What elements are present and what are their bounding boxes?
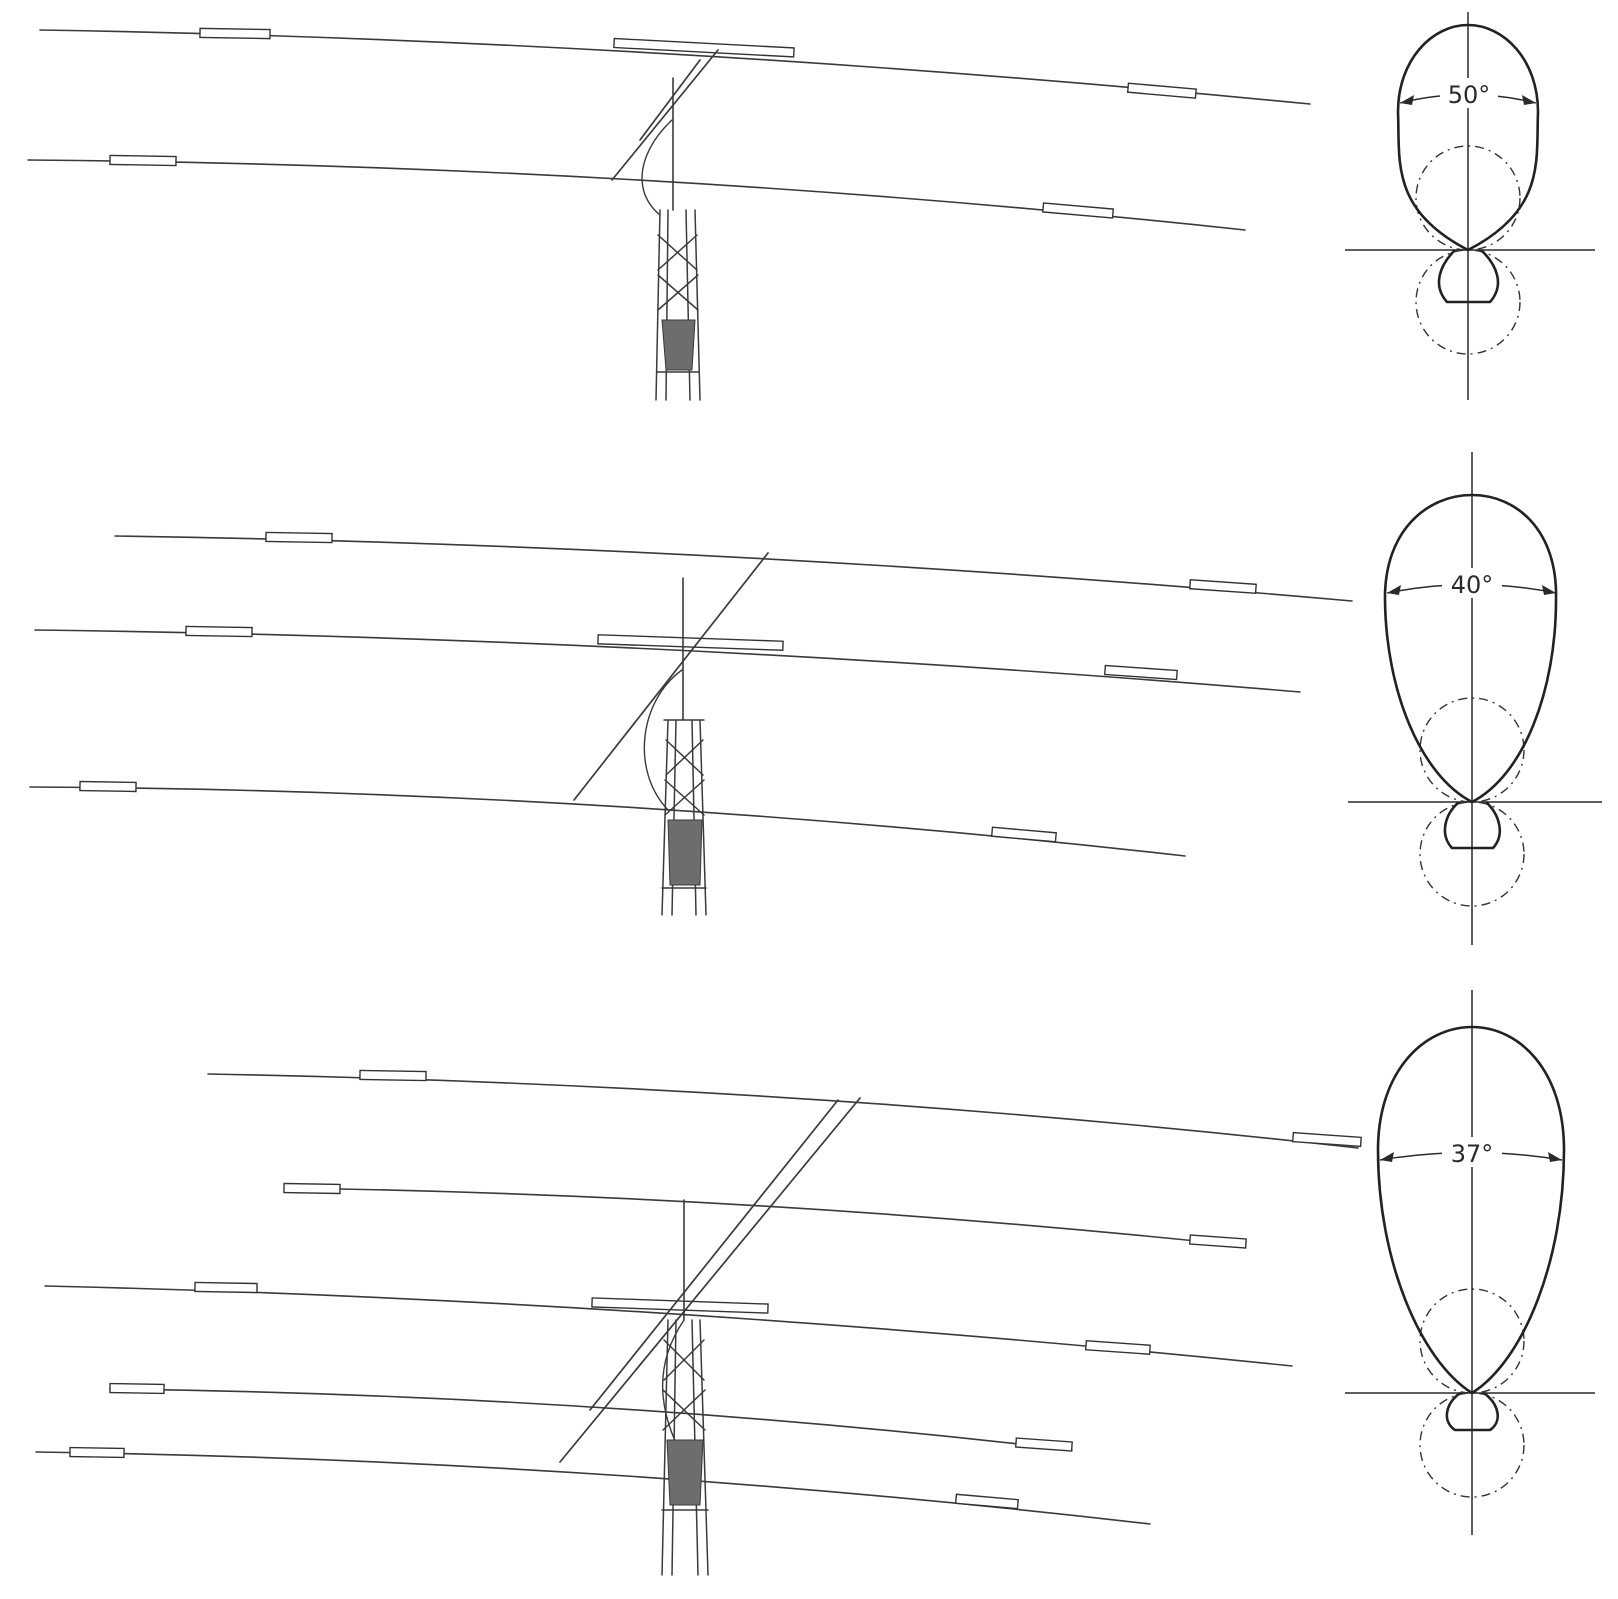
pattern-2-reference-circle-front (1419, 697, 1525, 803)
pattern-3-arrow-right (1548, 1152, 1562, 1162)
pattern-2-reference-circle-back (1419, 801, 1525, 907)
antenna-2-element-2 (34, 625, 1301, 693)
pattern-3-reference-circle-front (1419, 1288, 1525, 1394)
pattern-3-reference-circle-back (1419, 1392, 1525, 1498)
antenna-3-element-3 (44, 1281, 1293, 1367)
pattern-2-arrow-left (1387, 585, 1401, 595)
pattern-1-reference-circle-front (1415, 145, 1521, 251)
pattern-3-back-lobe (1445, 1391, 1499, 1432)
pattern-2-back-lobe (1443, 801, 1502, 850)
antenna-3-boom (559, 1097, 861, 1463)
antenna-2-tower (661, 719, 707, 916)
pattern-2-main-lobe (1383, 493, 1558, 804)
radiation-pattern-1: 50° (1345, 12, 1595, 400)
antenna-2-drawing (29, 531, 1353, 916)
radiation-pattern-2: 40° (1348, 452, 1602, 945)
pattern-1-arrow-left (1400, 95, 1414, 105)
radiation-pattern-3: 37° (1345, 990, 1595, 1535)
antenna-3-tower (661, 1319, 709, 1576)
antenna-1-boom (611, 49, 719, 181)
antenna-1-drawing (27, 27, 1311, 401)
pattern-3-beamwidth-label: 37° (1451, 1140, 1494, 1168)
pattern-1-beamwidth-label: 50° (1448, 81, 1491, 109)
pattern-1-arrow-right (1522, 95, 1536, 105)
pattern-3-arrow-left (1380, 1152, 1394, 1162)
antenna-3-drawing (35, 1069, 1362, 1576)
antenna-2-element-3 (29, 780, 1186, 857)
antenna-3-element-2 (283, 1182, 1247, 1249)
antenna-1-element-1 (39, 27, 1311, 105)
pattern-2-arrow-right (1542, 585, 1556, 595)
antenna-2-element-1 (114, 531, 1353, 602)
antenna-3-element-4 (109, 1382, 1073, 1452)
antenna-2-boom (573, 552, 769, 801)
pattern-2-beamwidth-label: 40° (1451, 571, 1494, 599)
pattern-1-main-lobe (1396, 23, 1540, 252)
antenna-1-element-2 (27, 154, 1246, 231)
antenna-3-element-5 (35, 1446, 1151, 1525)
pattern-3-main-lobe (1376, 1025, 1566, 1395)
pattern-1-reference-circle-back (1415, 249, 1521, 355)
pattern-1-back-lobe (1437, 249, 1500, 304)
antenna-3-element-1 (207, 1069, 1362, 1149)
antenna-1-tower (655, 209, 701, 401)
